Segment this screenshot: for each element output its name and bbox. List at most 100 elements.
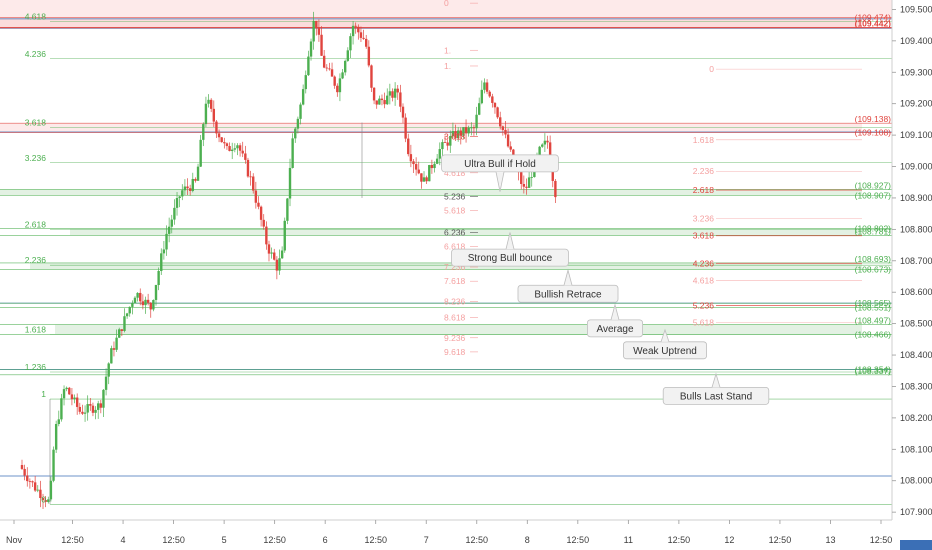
candle-body — [443, 142, 447, 143]
candle-body — [412, 161, 415, 165]
candle-body — [520, 172, 523, 185]
fib-right-label: 4.618 — [693, 276, 715, 286]
fib-middle-label: 1. — [444, 45, 451, 55]
fib-left-label: 2.236 — [25, 255, 47, 265]
candle-body — [304, 75, 307, 90]
candle-body — [467, 127, 470, 134]
candle-body — [496, 107, 499, 118]
candle-body — [309, 41, 313, 57]
y-tick-label: 108.300 — [900, 381, 932, 391]
candle-body — [183, 186, 187, 191]
fib-middle-label: 8.236 — [444, 297, 466, 307]
candle-body — [454, 131, 457, 139]
callout: Average — [587, 303, 644, 338]
candle-body — [483, 82, 486, 90]
candle-body — [68, 387, 71, 395]
callout: Bullish Retrace — [517, 268, 619, 303]
candle-body — [286, 198, 289, 221]
zone-band — [30, 262, 862, 270]
price-level-label: (109.108) — [855, 128, 892, 138]
candle-body — [47, 499, 50, 502]
candle-body — [104, 376, 108, 390]
candle-body — [530, 177, 533, 178]
y-tick-label: 108.500 — [900, 319, 932, 329]
candle-body — [283, 220, 286, 251]
candle-body — [149, 302, 152, 310]
zone-band — [0, 123, 862, 133]
candle-body — [86, 404, 89, 413]
candle-body — [288, 167, 292, 199]
candle-body — [525, 186, 528, 188]
candle-body — [438, 149, 441, 159]
zone-band — [55, 324, 862, 335]
candle-body — [146, 299, 150, 303]
y-tick-label: 109.000 — [900, 162, 932, 172]
candle-body — [165, 233, 168, 250]
candle-body — [504, 129, 507, 135]
y-tick-label: 108.700 — [900, 256, 932, 266]
candle-body — [57, 419, 60, 424]
x-tick-label: 5 — [222, 535, 227, 545]
candle-body — [202, 124, 205, 140]
candle-body — [299, 104, 302, 119]
candle-body — [301, 89, 305, 105]
x-tick-label: 12:50 — [668, 535, 691, 545]
candle-body — [294, 128, 297, 139]
callout: Weak Uptrend — [623, 328, 708, 360]
fib-right-label: 3.618 — [693, 231, 715, 241]
candle-body — [173, 207, 176, 220]
candle-body — [493, 102, 497, 108]
x-tick-label: 12:50 — [61, 535, 84, 545]
candle-body — [354, 25, 357, 27]
candle-body — [220, 137, 223, 143]
x-tick-label: 12 — [724, 535, 734, 545]
candle-body — [480, 89, 484, 104]
candle-body — [336, 85, 339, 93]
candle-body — [112, 348, 116, 350]
candle-body — [485, 82, 489, 92]
fib-left-label: 3.236 — [25, 153, 47, 163]
fib-middle-label: 7.618 — [444, 276, 466, 286]
candle-body — [212, 108, 216, 122]
candle-body — [527, 177, 531, 188]
price-level-label: (108.781) — [855, 226, 892, 236]
candle-body — [380, 98, 384, 101]
y-tick-label: 108.200 — [900, 413, 932, 423]
candle-body — [396, 88, 399, 93]
candle-body — [44, 499, 47, 502]
candle-body — [244, 153, 247, 160]
candle-body — [204, 103, 208, 125]
x-tick-label: 6 — [323, 535, 328, 545]
y-tick-label: 108.100 — [900, 444, 932, 454]
candle-body — [175, 198, 179, 208]
y-tick-label: 108.000 — [900, 476, 932, 486]
candle-body — [83, 412, 87, 414]
candle-body — [441, 142, 444, 150]
candle-body — [464, 127, 468, 134]
candle-body — [120, 329, 124, 331]
fib-right-label: 3.236 — [693, 213, 715, 223]
candle-body — [257, 202, 260, 207]
callout-label: Average — [596, 324, 634, 335]
candle-body — [78, 406, 82, 412]
fib-right-label: 2.236 — [693, 166, 715, 176]
price-level-label: (108.337) — [855, 366, 892, 376]
candle-body — [488, 91, 491, 97]
candle-body — [141, 301, 145, 306]
y-tick-label: 108.800 — [900, 224, 932, 234]
y-tick-label: 108.400 — [900, 350, 932, 360]
candle-body — [33, 482, 37, 491]
candle-body — [330, 69, 334, 77]
x-tick-label: Nov — [6, 535, 23, 545]
candle-body — [96, 403, 100, 410]
candle-body — [267, 244, 271, 254]
candle-body — [236, 145, 239, 149]
fib-left-label: 1.618 — [25, 324, 47, 334]
candle-body — [128, 306, 131, 314]
candle-body — [459, 130, 462, 136]
candle-body — [470, 127, 473, 129]
candle-body — [543, 140, 547, 145]
candle-body — [351, 25, 355, 37]
price-level-label: (108.497) — [855, 316, 892, 326]
